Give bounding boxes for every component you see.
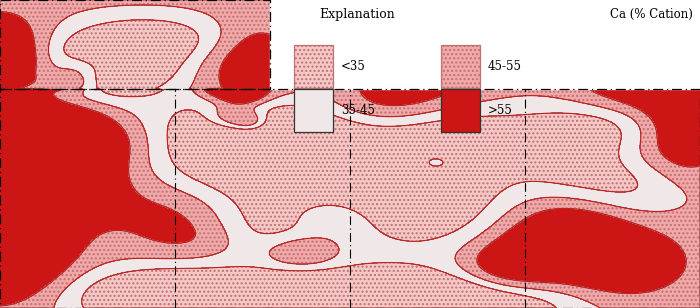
Text: Ca (% Cation): Ca (% Cation) bbox=[610, 8, 692, 21]
Point bbox=[0, 306, 6, 308]
Text: 35-45: 35-45 bbox=[341, 104, 375, 117]
Text: >55: >55 bbox=[488, 104, 513, 117]
Bar bbox=[441, 89, 480, 132]
Bar bbox=[294, 45, 332, 88]
Text: Explanation: Explanation bbox=[319, 8, 395, 21]
Text: <35: <35 bbox=[341, 60, 366, 73]
Bar bbox=[441, 45, 480, 88]
Bar bbox=[294, 89, 332, 132]
Text: 45-55: 45-55 bbox=[488, 60, 522, 73]
Point bbox=[0, 306, 6, 308]
